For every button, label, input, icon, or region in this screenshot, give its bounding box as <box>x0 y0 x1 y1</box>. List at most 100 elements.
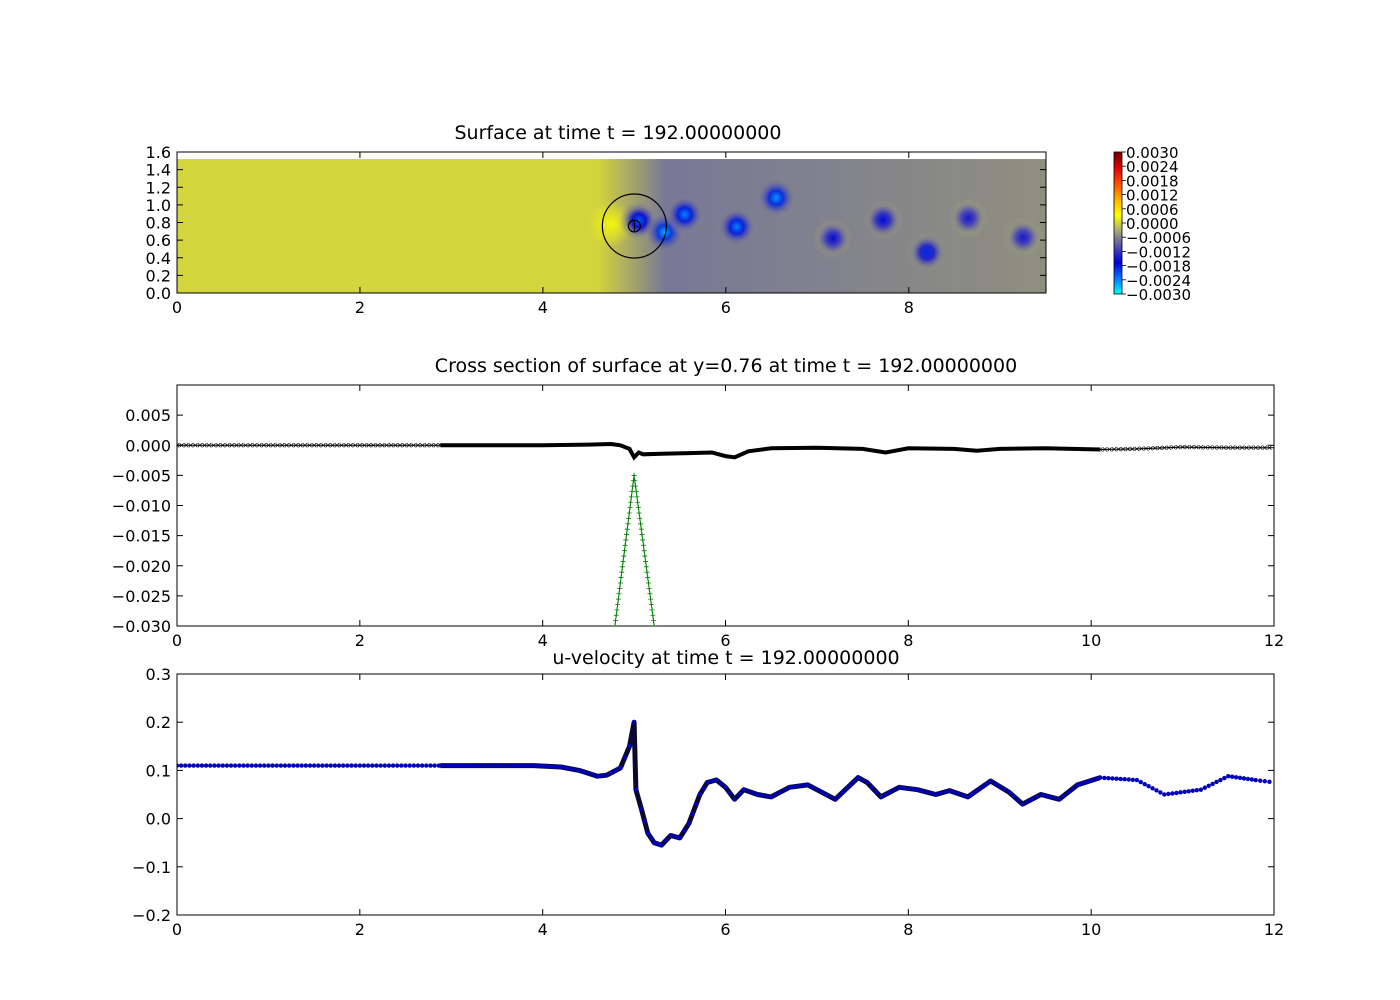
u-velocity-point <box>191 763 196 768</box>
u-velocity-point <box>563 765 568 771</box>
u-velocity-point <box>543 763 548 769</box>
u-velocity-point <box>361 763 367 768</box>
u-velocity-point <box>1020 801 1025 807</box>
u-velocity-point <box>814 787 820 792</box>
colorbar-tick-label: 0.0006 <box>1126 201 1179 219</box>
u-velocity-point <box>457 763 462 768</box>
x-marker <box>289 443 294 448</box>
x-marker <box>1235 445 1240 450</box>
u-velocity-point <box>177 763 180 768</box>
u-velocity-point <box>237 763 242 768</box>
x-marker <box>1152 445 1158 451</box>
u-velocity-point <box>791 784 797 789</box>
u-velocity-point <box>919 788 925 794</box>
x-tick-label: 6 <box>721 298 731 317</box>
x-marker <box>302 443 308 448</box>
u-velocity-point <box>378 763 383 768</box>
u-velocity-point <box>224 763 230 768</box>
u-velocity-point <box>1110 776 1115 781</box>
u-velocity-point <box>819 789 824 795</box>
x-marker <box>1143 446 1149 451</box>
u-velocity-point <box>546 764 552 769</box>
u-velocity-point <box>502 763 507 768</box>
u-velocity-point <box>1015 797 1021 803</box>
colorbar-tick-label: −0.0012 <box>1126 243 1191 261</box>
cross-section-x-ticks: 0 2 4 6 8 10 12 <box>172 385 1284 650</box>
x-marker <box>220 443 225 448</box>
plus-marker <box>624 532 630 538</box>
colorbar-strip <box>1114 152 1122 294</box>
u-velocity-series <box>177 719 1272 848</box>
y-tick-label: 0.2 <box>146 713 171 732</box>
u-velocity-point <box>642 818 647 824</box>
u-velocity-point <box>1090 777 1095 783</box>
u-velocity-point <box>1198 787 1204 792</box>
u-velocity-point <box>554 764 560 770</box>
u-velocity-point <box>228 763 234 768</box>
u-velocity-point <box>1146 784 1151 789</box>
u-velocity-point <box>810 785 815 790</box>
plus-marker <box>619 569 625 575</box>
u-velocity-point <box>1174 790 1179 796</box>
u-velocity-point <box>336 763 342 768</box>
x-tick-label: 4 <box>538 920 548 939</box>
plus-marker <box>629 489 635 495</box>
surface-title: Surface at time t = 192.00000000 <box>455 122 782 144</box>
x-marker <box>284 443 289 448</box>
u-velocity-point <box>741 787 746 792</box>
y-tick-label: −0.2 <box>132 906 171 925</box>
x-marker <box>1207 445 1213 450</box>
x-marker <box>266 443 271 448</box>
u-velocity-x-ticks: 0 2 4 6 8 10 12 <box>172 674 1284 939</box>
u-velocity-point <box>639 806 644 812</box>
u-velocity-point <box>933 792 938 797</box>
plus-marker <box>612 623 618 626</box>
x-marker <box>234 443 239 448</box>
x-marker <box>1166 445 1172 450</box>
x-tick-label: 12 <box>1264 920 1284 939</box>
u-velocity-point <box>386 763 392 768</box>
x-marker <box>353 443 358 448</box>
u-velocity-point <box>694 801 699 807</box>
x-tick-label: 6 <box>720 920 730 939</box>
u-velocity-point <box>212 763 217 768</box>
u-velocity-point <box>1106 775 1111 781</box>
u-velocity-point <box>1134 777 1140 783</box>
u-velocity-point <box>833 797 838 802</box>
x-marker <box>243 443 248 448</box>
cross-section-axes-frame <box>176 384 1275 627</box>
x-marker <box>330 443 335 448</box>
y-tick-label: −0.005 <box>112 466 171 485</box>
plus-marker <box>633 483 639 489</box>
x-marker <box>316 443 321 448</box>
x-marker <box>397 443 403 448</box>
u-velocity-point <box>709 779 714 784</box>
u-velocity-point <box>1150 786 1155 791</box>
u-velocity-point <box>769 794 774 800</box>
u-velocity-point <box>187 763 192 768</box>
u-velocity-point <box>655 841 661 847</box>
plus-marker <box>621 548 627 554</box>
x-marker <box>1216 445 1222 450</box>
u-velocity-point <box>581 769 587 775</box>
x-tick-label: 10 <box>1081 631 1101 650</box>
u-velocity-point <box>1237 775 1243 781</box>
plus-marker <box>615 596 621 602</box>
plus-marker <box>644 569 650 575</box>
x-marker <box>1098 447 1103 452</box>
x-marker <box>1239 445 1245 450</box>
u-velocity-point <box>220 763 225 768</box>
x-marker <box>334 443 340 448</box>
u-velocity-point <box>947 788 952 793</box>
plus-marker <box>635 505 641 511</box>
x-marker <box>402 443 407 448</box>
y-tick-label: 0.0 <box>146 810 171 829</box>
x-marker <box>193 443 198 448</box>
u-velocity-point <box>195 763 200 768</box>
u-velocity-point <box>951 790 957 795</box>
x-marker <box>1230 445 1236 450</box>
colorbar-tick-label: 0.0024 <box>1126 158 1179 176</box>
u-velocity-point <box>316 763 321 768</box>
colorbar: 0.00300.00240.00180.00120.00060.0000−0.0… <box>1113 144 1191 304</box>
x-marker <box>1194 444 1199 450</box>
